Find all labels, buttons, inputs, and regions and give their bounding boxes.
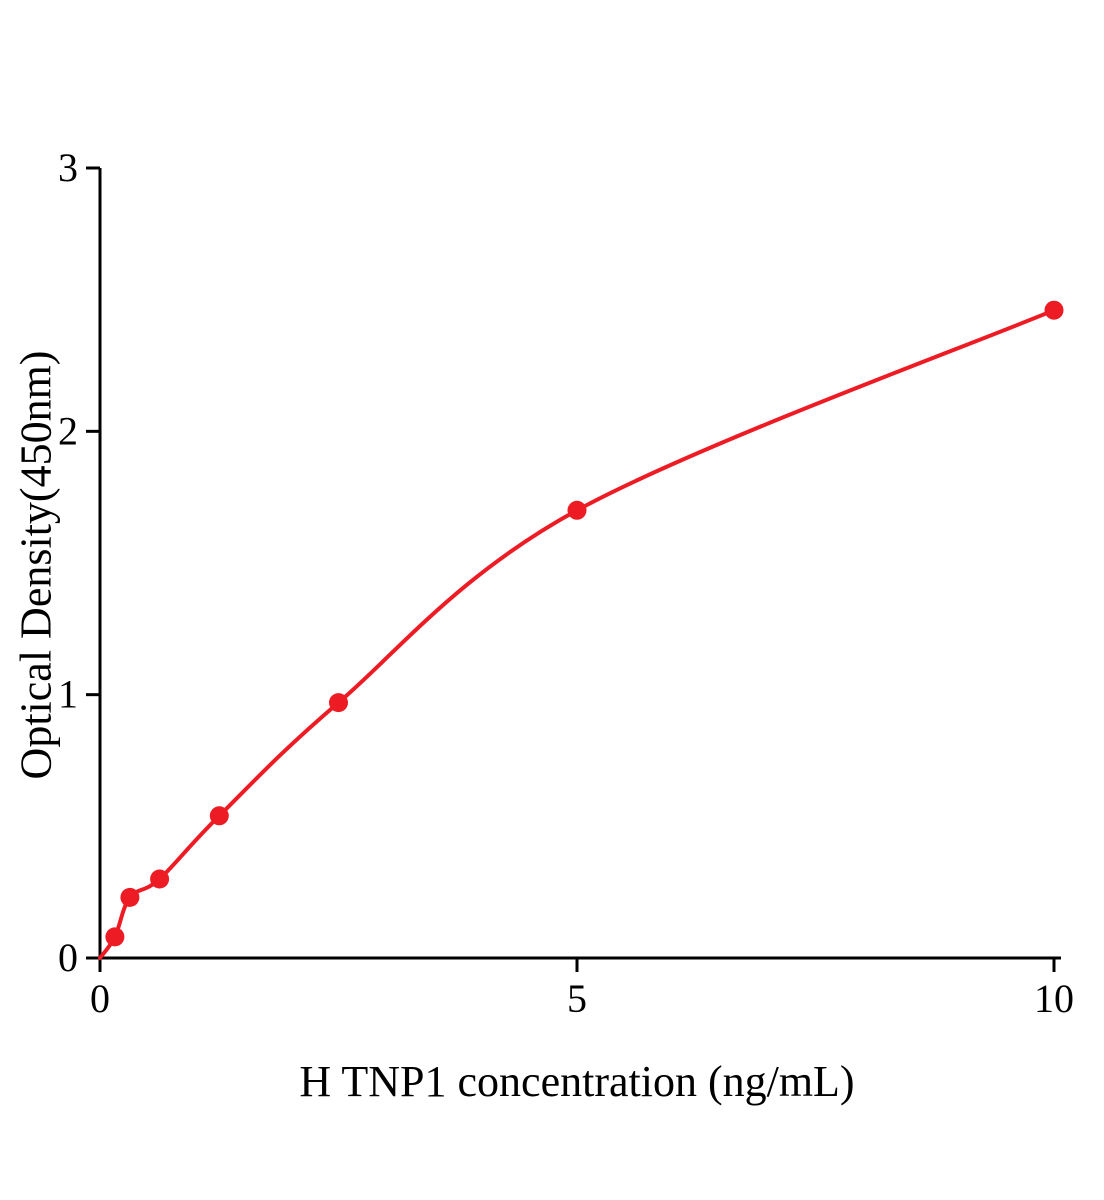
- y-tick-label: 0: [58, 935, 78, 980]
- data-point: [209, 806, 229, 826]
- data-point: [120, 887, 140, 907]
- data-point: [1044, 300, 1064, 320]
- y-tick-label: 3: [58, 145, 78, 190]
- data-point: [567, 500, 587, 520]
- y-tick-label: 1: [58, 672, 78, 717]
- x-axis-title: H TNP1 concentration (ng/mL): [299, 1057, 855, 1106]
- fit-curve: [98, 308, 1056, 960]
- data-point: [329, 693, 348, 713]
- data-point: [105, 927, 125, 947]
- y-tick-label: 2: [58, 408, 78, 453]
- x-tick-label: 0: [90, 976, 110, 1021]
- y-axis-title: Optical Density(450nm): [11, 350, 61, 780]
- x-tick-label: 10: [1034, 976, 1074, 1021]
- data-point: [150, 869, 170, 889]
- x-tick-label: 5: [567, 976, 587, 1021]
